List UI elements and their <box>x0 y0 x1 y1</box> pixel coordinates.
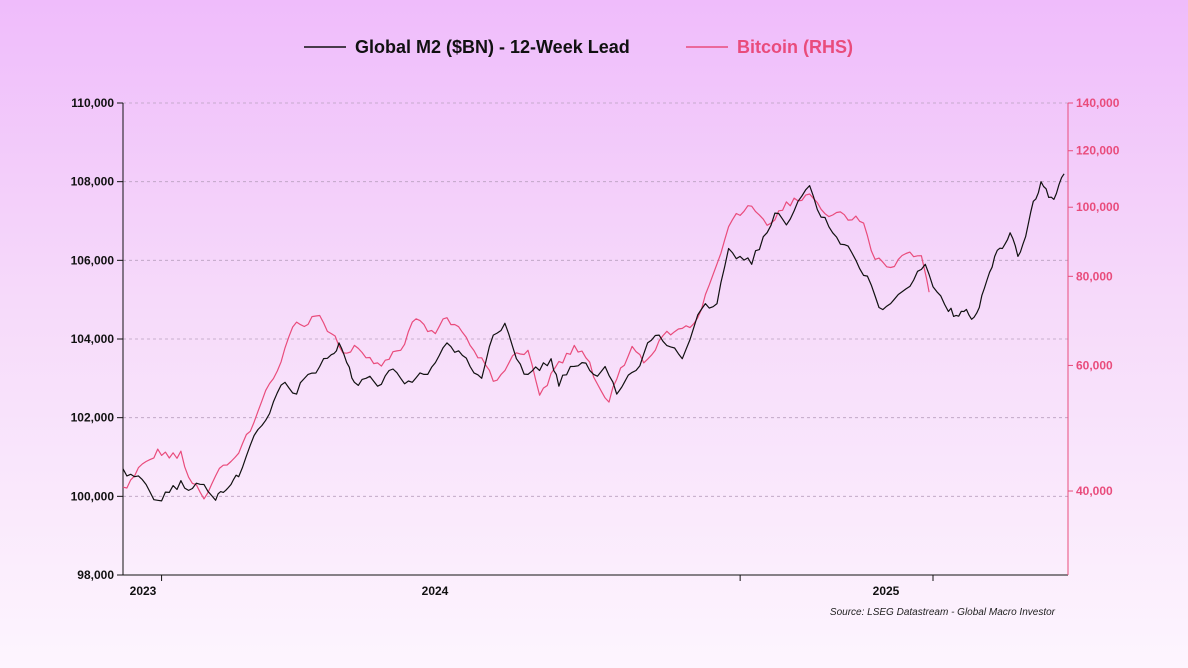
legend-bitcoin-label: Bitcoin (RHS) <box>737 37 853 57</box>
source-note: Source: LSEG Datastream - Global Macro I… <box>830 607 1056 618</box>
y-left-tick-label: 110,000 <box>71 96 114 110</box>
bitcoin-line <box>122 193 930 500</box>
legend-m2-label: Global M2 ($BN) - 12-Week Lead <box>355 37 630 57</box>
axes: 98,000 100,000 102,000 104,000 106,000 108,00… <box>71 96 1120 598</box>
y-left-tick-label: 98,000 <box>77 568 114 582</box>
x-tick-label: 2025 <box>873 584 900 598</box>
gridlines <box>123 102 1068 497</box>
y-right-tick-label: 140,000 <box>1076 96 1120 110</box>
x-tick-label: 2023 <box>130 584 157 598</box>
y-right-tick-label: 60,000 <box>1076 358 1113 372</box>
global-m2-line <box>122 173 1065 502</box>
y-left-tick-label: 108,000 <box>71 175 115 189</box>
y-left-tick-label: 106,000 <box>71 253 115 267</box>
y-left-tick-label: 100,000 <box>71 489 115 503</box>
legend: Global M2 ($BN) - 12-Week Lead Bitcoin (… <box>304 37 853 57</box>
x-tick-label: 2024 <box>422 584 449 598</box>
y-left-tick-label: 102,000 <box>71 411 115 425</box>
y-right-tick-label: 120,000 <box>1076 144 1120 158</box>
series <box>122 173 1065 502</box>
y-right-tick-label: 80,000 <box>1076 269 1113 283</box>
y-right-tick-label: 100,000 <box>1076 200 1120 214</box>
y-right-tick-label: 40,000 <box>1076 484 1113 498</box>
y-left-tick-label: 104,000 <box>71 332 115 346</box>
